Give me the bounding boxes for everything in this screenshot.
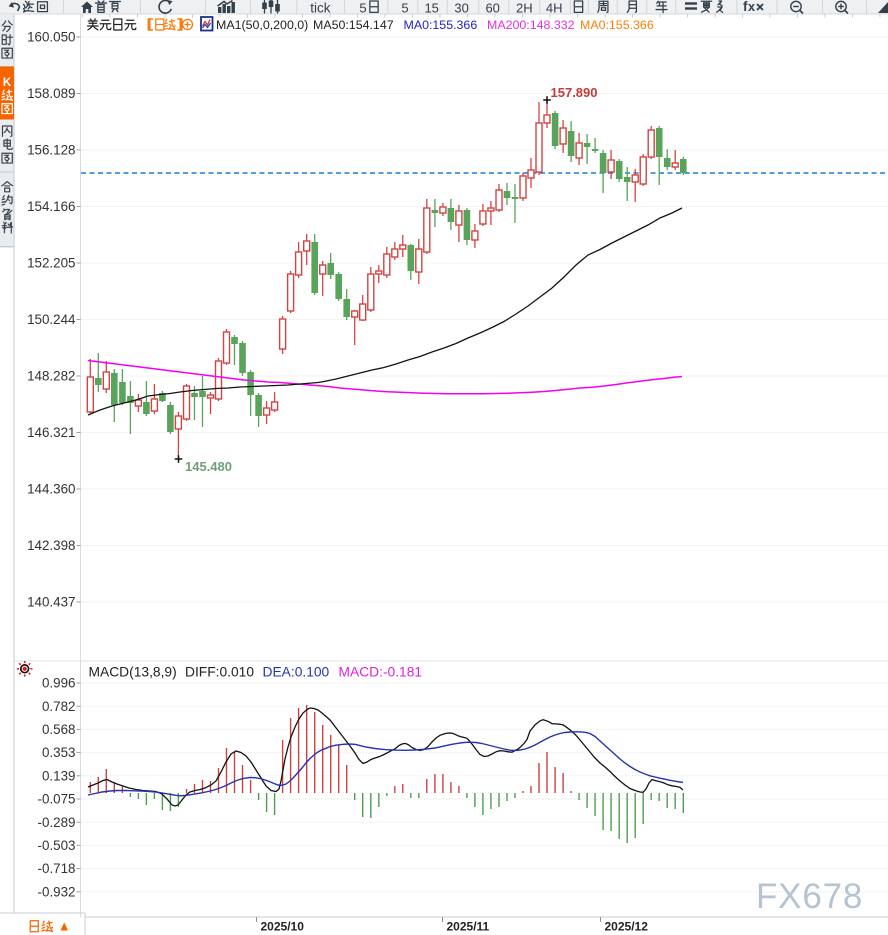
- svg-text:142.398: 142.398: [27, 538, 75, 553]
- svg-text:5: 5: [359, 1, 366, 16]
- svg-text:MA0:155.366: MA0:155.366: [404, 18, 478, 32]
- svg-text:MACD:-0.181: MACD:-0.181: [339, 665, 423, 680]
- svg-text:2H: 2H: [516, 1, 533, 16]
- svg-text:0.353: 0.353: [42, 745, 76, 760]
- svg-text:154.166: 154.166: [27, 199, 75, 214]
- svg-text:144.360: 144.360: [27, 482, 75, 497]
- svg-text:tick: tick: [310, 1, 331, 16]
- svg-text:160.050: 160.050: [27, 30, 75, 45]
- svg-text:FX678: FX678: [756, 877, 863, 916]
- svg-text:150.244: 150.244: [27, 312, 76, 327]
- svg-text:0.139: 0.139: [42, 768, 76, 783]
- svg-text:MA50:154.147: MA50:154.147: [313, 18, 394, 32]
- svg-text:0.996: 0.996: [42, 676, 76, 691]
- svg-text:0.568: 0.568: [42, 722, 76, 737]
- svg-text:5: 5: [401, 1, 408, 16]
- svg-text:0.782: 0.782: [42, 699, 76, 714]
- svg-text:-0.289: -0.289: [38, 815, 76, 830]
- svg-text:140.437: 140.437: [27, 595, 75, 610]
- svg-text:-0.932: -0.932: [38, 884, 76, 899]
- svg-text:157.890: 157.890: [551, 85, 598, 100]
- svg-text:-0.503: -0.503: [38, 838, 76, 853]
- svg-text:MA0:155.366: MA0:155.366: [580, 18, 654, 32]
- svg-text:K: K: [3, 77, 12, 89]
- svg-text:-0.718: -0.718: [38, 861, 76, 876]
- svg-text:158.089: 158.089: [27, 86, 75, 101]
- svg-text:x: x: [748, 0, 755, 14]
- svg-text:f: f: [743, 0, 748, 14]
- svg-text:4H: 4H: [546, 1, 563, 16]
- svg-text:146.321: 146.321: [27, 425, 75, 440]
- svg-text:2025/12: 2025/12: [605, 920, 649, 934]
- svg-text:148.282: 148.282: [27, 369, 75, 384]
- svg-text:156.128: 156.128: [27, 143, 75, 158]
- svg-text:2025/11: 2025/11: [447, 920, 490, 934]
- svg-text:MA200:148.332: MA200:148.332: [487, 18, 575, 32]
- svg-text:2025/10: 2025/10: [261, 920, 305, 934]
- svg-text:152.205: 152.205: [27, 256, 75, 271]
- svg-text:145.480: 145.480: [185, 459, 232, 474]
- svg-text:DEA:0.100: DEA:0.100: [263, 665, 330, 680]
- svg-text:15: 15: [424, 1, 438, 16]
- svg-text:-0.075: -0.075: [38, 792, 76, 807]
- svg-text:DIFF:0.010: DIFF:0.010: [185, 665, 254, 680]
- svg-text:60: 60: [485, 1, 499, 16]
- svg-text:MACD(13,8,9): MACD(13,8,9): [89, 665, 177, 680]
- svg-text:MA1(50,0,200,0): MA1(50,0,200,0): [216, 18, 308, 32]
- svg-text:30: 30: [454, 1, 468, 16]
